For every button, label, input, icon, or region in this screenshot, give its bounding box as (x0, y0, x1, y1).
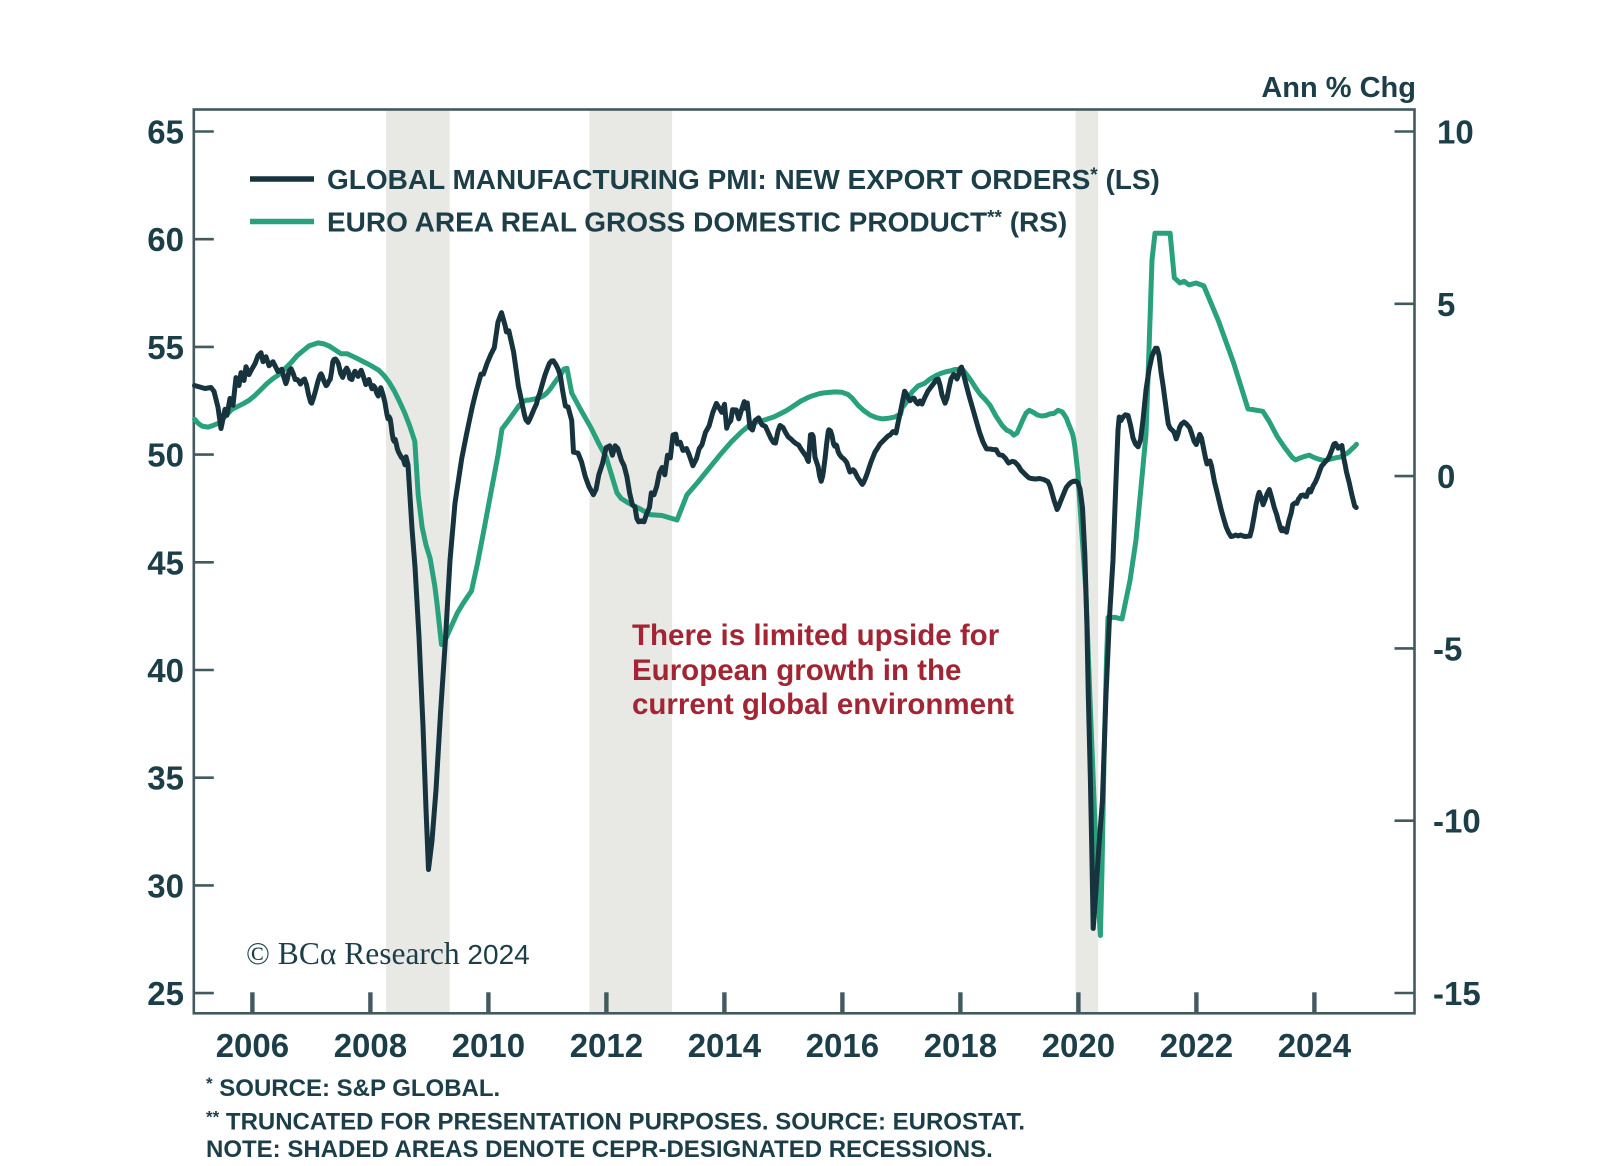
svg-text:There is limited upside for: There is limited upside for (632, 619, 1000, 652)
svg-text:30: 30 (147, 867, 184, 904)
svg-text:European growth in the: European growth in the (632, 654, 961, 687)
svg-text:50: 50 (147, 437, 184, 474)
svg-text:-5: -5 (1433, 630, 1462, 667)
svg-text:2014: 2014 (688, 1027, 762, 1064)
svg-text:NOTE: SHADED AREAS DENOTE CEPR: NOTE: SHADED AREAS DENOTE CEPR-DESIGNATE… (206, 1136, 993, 1161)
svg-text:2020: 2020 (1042, 1027, 1115, 1064)
svg-text:2008: 2008 (334, 1027, 407, 1064)
svg-text:EURO AREA REAL GROSS DOMESTIC: EURO AREA REAL GROSS DOMESTIC PRODUCT** … (327, 207, 1067, 238)
svg-text:0: 0 (1437, 458, 1455, 495)
svg-text:65: 65 (147, 114, 184, 151)
svg-text:45: 45 (147, 544, 184, 581)
svg-text:55: 55 (147, 329, 184, 366)
svg-text:Ann % Chg: Ann % Chg (1261, 72, 1416, 104)
svg-text:2006: 2006 (216, 1027, 289, 1064)
svg-text:2022: 2022 (1160, 1027, 1233, 1064)
svg-text:2016: 2016 (806, 1027, 879, 1064)
svg-text:2024: 2024 (1278, 1027, 1352, 1064)
svg-text:© BCα Research 2024: © BCα Research 2024 (246, 936, 530, 971)
svg-text:60: 60 (147, 221, 184, 258)
svg-text:5: 5 (1437, 286, 1455, 323)
svg-text:* SOURCE: S&P GLOBAL.: * SOURCE: S&P GLOBAL. (206, 1074, 500, 1102)
svg-text:2010: 2010 (452, 1027, 525, 1064)
svg-text:10: 10 (1437, 114, 1474, 151)
svg-text:25: 25 (147, 975, 184, 1012)
svg-text:GLOBAL MANUFACTURING PMI: NEW: GLOBAL MANUFACTURING PMI: NEW EXPORT ORD… (327, 164, 1160, 195)
svg-text:40: 40 (147, 652, 184, 689)
svg-text:current global environment: current global environment (632, 688, 1014, 721)
svg-text:35: 35 (147, 760, 184, 797)
svg-text:2012: 2012 (570, 1027, 643, 1064)
svg-text:** TRUNCATED FOR PRESENTATION: ** TRUNCATED FOR PRESENTATION PURPOSES. … (206, 1108, 1025, 1136)
svg-text:-15: -15 (1433, 975, 1481, 1012)
svg-text:2018: 2018 (924, 1027, 997, 1064)
svg-text:-10: -10 (1433, 803, 1481, 840)
